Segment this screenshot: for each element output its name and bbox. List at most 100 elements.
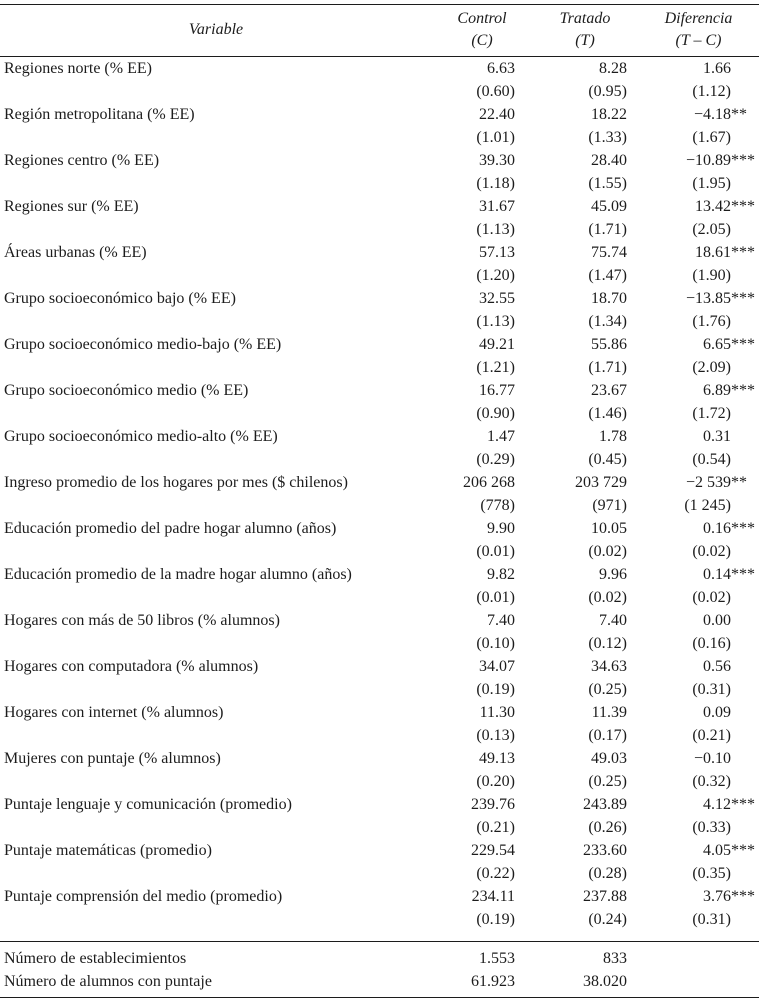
value-text: (0.13) — [476, 727, 515, 744]
cell-diferencia-se: (0.31) — [638, 908, 759, 942]
cell-diferencia-se: (1.67) — [638, 126, 759, 149]
col-header-diferencia-line1: Diferencia — [664, 10, 733, 27]
cell-variable: Puntaje matemáticas (promedio) — [4, 842, 212, 859]
cell-control-value: 31.67 — [432, 195, 532, 218]
value-text: (0.21) — [692, 727, 731, 744]
table-row-values: Grupo socioeconómico bajo (% EE) 32.55 18.… — [0, 287, 759, 310]
table-row-values: Educación promedio del padre hogar alumn… — [0, 517, 759, 540]
value-text: (778) — [480, 497, 515, 514]
cell-variable — [0, 264, 432, 287]
value-text: 6.63 — [487, 60, 515, 77]
value-text: (1.21) — [476, 359, 515, 376]
cell-variable — [0, 402, 432, 425]
cell-variable — [0, 632, 432, 655]
table-row-values: Grupo socioeconómico medio (% EE) 16.77 23… — [0, 379, 759, 402]
value-text: 9.96 — [599, 566, 627, 583]
cell-tratado-se: (0.28) — [532, 862, 638, 885]
cell-variable: Puntaje lenguaje y comunicación (promedi… — [4, 796, 292, 813]
value-text: (0.21) — [476, 819, 515, 836]
cell-tratado-value: 233.60 — [532, 839, 638, 862]
table-row-se: (0.19) (0.25) (0.31) — [0, 678, 759, 701]
cell-tratado-count: 833 — [532, 941, 638, 970]
value-text: 18.61 — [695, 244, 731, 261]
table-row-se: (1.18) (1.55) (1.95) — [0, 172, 759, 195]
value-text: (0.33) — [692, 819, 731, 836]
cell-tratado-value: 18.22 — [532, 103, 638, 126]
value-text: (1 245) — [684, 497, 731, 514]
cell-variable: Grupo socioeconómico medio-bajo (% EE) — [4, 336, 282, 353]
value-text: 39.30 — [479, 152, 515, 169]
cell-tratado-se: (1.33) — [532, 126, 638, 149]
cell-tratado-se: (0.25) — [532, 678, 638, 701]
value-text: 49.13 — [479, 750, 515, 767]
value-text: (1.72) — [692, 405, 731, 422]
cell-control-value: 1.47 — [432, 425, 532, 448]
value-text: 237.88 — [583, 888, 627, 905]
cell-diferencia-se: (1.90) — [638, 264, 759, 287]
value-text: (0.90) — [476, 405, 515, 422]
cell-diferencia-value: −4.18 ** — [638, 103, 759, 126]
value-text: −0.10 — [693, 750, 731, 767]
cell-variable: Regiones sur (% EE) — [4, 198, 139, 215]
value-text: (0.02) — [588, 543, 627, 560]
cell-variable: Regiones centro (% EE) — [4, 152, 160, 169]
table-row-se: (1.21) (1.71) (2.09) — [0, 356, 759, 379]
value-text: 1.78 — [599, 428, 627, 445]
value-text: 22.40 — [479, 106, 515, 123]
value-text: 233.60 — [583, 842, 627, 859]
cell-tratado-se: (1.47) — [532, 264, 638, 287]
value-text: (0.24) — [588, 911, 627, 928]
cell-variable — [0, 586, 432, 609]
table-row-se: (0.01) (0.02) (0.02) — [0, 586, 759, 609]
value-text: (0.31) — [692, 681, 731, 698]
cell-variable: Grupo socioeconómico medio-alto (% EE) — [4, 428, 278, 445]
col-header-diferencia: Diferencia (T – C) — [638, 4, 759, 57]
table-row-values: Grupo socioeconómico medio-alto (% EE) 1.… — [0, 425, 759, 448]
value-text: (0.17) — [588, 727, 627, 744]
cell-control-se: (0.90) — [432, 402, 532, 425]
significance-stars: *** — [731, 152, 755, 169]
value-text: (0.54) — [692, 451, 731, 468]
value-text: (0.01) — [476, 589, 515, 606]
value-text: (0.25) — [588, 773, 627, 790]
value-text: 1.553 — [479, 950, 515, 967]
value-text: 4.05 — [703, 842, 731, 859]
cell-diferencia-count — [638, 970, 759, 998]
table-row-values: Ingreso promedio de los hogares por mes … — [0, 471, 759, 494]
value-text: 8.28 — [599, 60, 627, 77]
col-header-control-line2: (C) — [471, 32, 493, 49]
value-text: 239.76 — [471, 796, 515, 813]
cell-variable — [0, 356, 432, 379]
cell-tratado-value: 28.40 — [532, 149, 638, 172]
value-text: (1.12) — [692, 83, 731, 100]
cell-tratado-value: 10.05 — [532, 517, 638, 540]
cell-control-value: 49.21 — [432, 333, 532, 356]
significance-stars: *** — [731, 566, 755, 583]
cell-diferencia-se: (0.33) — [638, 816, 759, 839]
value-text: 0.14 — [703, 566, 731, 583]
table-row-se: (0.90) (1.46) (1.72) — [0, 402, 759, 425]
value-text: 28.40 — [591, 152, 627, 169]
value-text: (1.34) — [588, 313, 627, 330]
cell-diferencia-value: −13.85 *** — [638, 287, 759, 310]
cell-tratado-value: 49.03 — [532, 747, 638, 770]
cell-diferencia-value: 0.00 — [638, 609, 759, 632]
cell-variable: Grupo socioeconómico medio (% EE) — [4, 382, 249, 399]
value-text: (2.09) — [692, 359, 731, 376]
value-text: (0.19) — [476, 681, 515, 698]
cell-variable — [0, 494, 432, 517]
table-row-values: Regiones sur (% EE) 31.67 45.09 13.42 *** — [0, 195, 759, 218]
cell-tratado-se: (0.25) — [532, 770, 638, 793]
value-text: 55.86 — [591, 336, 627, 353]
cell-variable — [0, 770, 432, 793]
cell-control-se: (0.20) — [432, 770, 532, 793]
table-row-se: (1.13) (1.34) (1.76) — [0, 310, 759, 333]
value-text: 75.74 — [591, 244, 627, 261]
table-row-values: Hogares con computadora (% alumnos) 34.07… — [0, 655, 759, 678]
value-text: (0.35) — [692, 865, 731, 882]
value-text: −13.85 — [685, 290, 731, 307]
value-text: 49.03 — [591, 750, 627, 767]
table-row-se: (0.29) (0.45) (0.54) — [0, 448, 759, 471]
cell-variable: Hogares con más de 50 libros (% alumnos) — [4, 612, 280, 629]
